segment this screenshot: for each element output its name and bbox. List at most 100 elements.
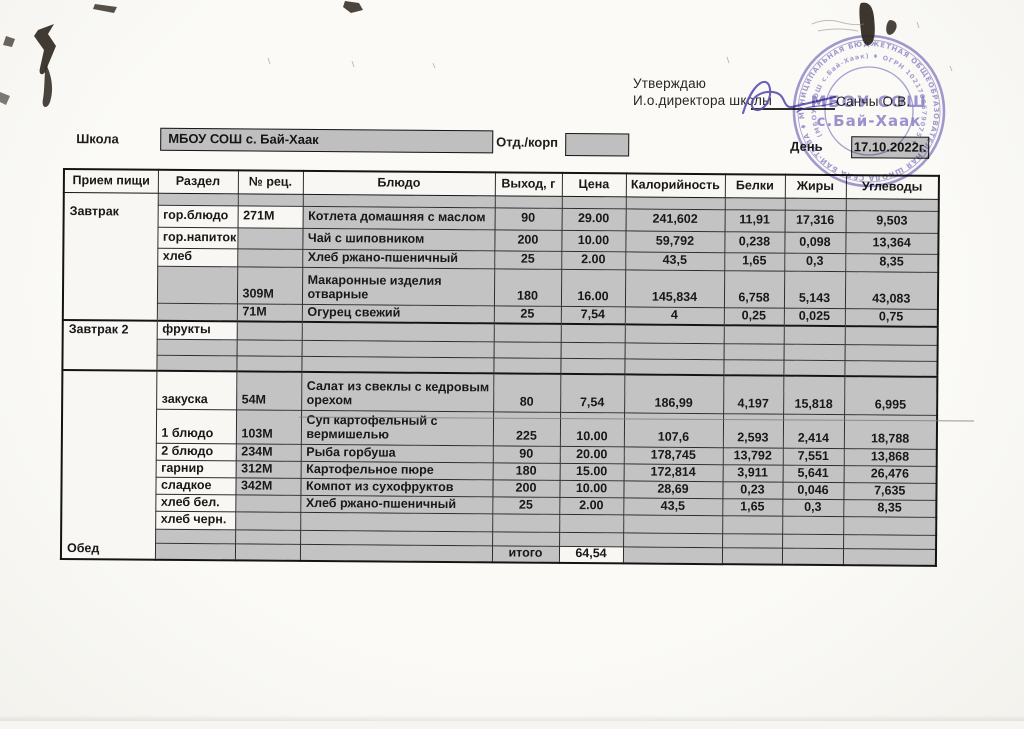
cell-fat [782, 516, 843, 534]
cell-cal: 178,745 [624, 446, 723, 464]
cell-carb: 7,635 [843, 482, 936, 500]
cell-rec: 309М [237, 266, 302, 304]
col-header-meal: Прием пищи [64, 169, 158, 193]
cell-price: 29.00 [562, 208, 626, 231]
cell-razdel [157, 339, 237, 356]
scan-bottom-shadow [0, 715, 1024, 721]
cell-fat: 5,143 [784, 271, 845, 308]
cell-price: 10.00 [559, 480, 623, 498]
cell-cal: 4 [625, 306, 724, 325]
cell-meal-breakfast2: Завтрак 2 [62, 320, 156, 371]
cell-razdel [156, 355, 236, 372]
cell-cal [623, 546, 722, 564]
cell-out [494, 323, 561, 342]
cell-out: 80 [493, 373, 560, 412]
cell-carb [843, 548, 936, 566]
cell-carb [846, 198, 939, 211]
cell-carb: 8,35 [845, 253, 938, 272]
cell-rec [236, 355, 301, 372]
col-header-price: Цена [562, 173, 626, 197]
cell-dish: Котлета домашняя с маслом [303, 206, 495, 230]
cell-dish: Картофельное пюре [301, 461, 493, 480]
cell-dish: Суп картофельный с вермишелью [301, 410, 493, 446]
cell-razdel [155, 529, 235, 544]
cell-out: 25 [492, 496, 559, 514]
cell-dish: Компот из сухофруктов [300, 478, 492, 497]
cell-price: 2.00 [561, 251, 625, 270]
cell-prot [725, 197, 785, 209]
cell-out: 225 [493, 411, 560, 446]
col-header-cal: Калорийность [626, 173, 725, 197]
cell-fat [785, 198, 846, 210]
cell-out: 25 [494, 250, 561, 269]
cell-out [494, 341, 561, 358]
cell-out: 180 [493, 462, 560, 480]
cell-razdel: гор.блюдо [158, 205, 238, 228]
cell-cal: 43,5 [623, 497, 722, 515]
day-field: 17.10.2022г. [851, 136, 929, 159]
cell-cal [626, 196, 725, 209]
cell-total-value: 64,54 [559, 546, 623, 564]
cell-rec [235, 543, 300, 561]
cell-prot: 6,758 [724, 270, 784, 307]
cell-dish [302, 322, 494, 342]
cell-prot: 0,23 [722, 481, 782, 498]
cell-prot: 4,197 [723, 375, 783, 413]
school-field-value: МБОУ СОШ с. Бай-Хаак [161, 129, 492, 152]
cell-fat: 15,818 [783, 376, 844, 414]
cell-prot: 0,238 [724, 231, 784, 252]
cell-price: 7,54 [561, 306, 625, 325]
cell-fat: 17,316 [785, 210, 846, 232]
cell-dish: Макаронные изделия отварные [302, 267, 494, 306]
cell-fat [784, 326, 845, 344]
cell-carb: 0,75 [845, 308, 938, 327]
cell-fat [782, 534, 843, 548]
cell-rec [237, 227, 302, 249]
cell-carb [843, 516, 936, 535]
cell-carb [845, 326, 938, 345]
cell-price: 15.00 [560, 463, 624, 481]
cell-razdel: фрукты [157, 321, 237, 340]
cell-rec [235, 529, 300, 544]
cell-dish: Чай с шиповником [302, 228, 494, 251]
cell-cal [625, 324, 724, 343]
cell-out: 180 [494, 268, 561, 306]
school-label: Школа [76, 131, 119, 146]
cell-cal: 241,602 [626, 208, 725, 231]
cell-price [561, 342, 625, 359]
cell-rec [235, 494, 300, 512]
col-header-razdel: Раздел [158, 170, 238, 194]
cell-prot: 1,65 [722, 498, 782, 515]
cell-razdel: хлеб бел. [155, 494, 235, 512]
cell-razdel: гор.напиток [157, 227, 237, 249]
day-label: День [790, 139, 823, 154]
cell-price: 10.00 [560, 412, 624, 447]
cell-razdel: хлеб [157, 248, 237, 267]
cell-meal-breakfast: Завтрак [63, 192, 158, 321]
cell-dish: Хлеб ржано-пшеничный [300, 495, 492, 514]
cell-dish [301, 356, 493, 374]
cell-price: 10.00 [561, 230, 625, 252]
cell-razdel: закуска [156, 371, 236, 410]
cell-cal [625, 342, 724, 359]
cell-rec: 342М [235, 477, 300, 495]
cell-razdel [158, 193, 238, 206]
cell-razdel: 2 блюдо [156, 443, 236, 461]
cell-prot [723, 359, 783, 375]
cell-cal [624, 358, 723, 375]
cell-fat [784, 344, 845, 360]
cell-rec [238, 193, 303, 206]
cell-prot [722, 533, 782, 547]
cell-carb: 13,364 [845, 232, 938, 254]
cell-price [560, 358, 624, 375]
cell-prot [722, 547, 782, 564]
cell-razdel [155, 543, 235, 561]
cell-cal: 59,792 [625, 230, 724, 252]
cell-rec: 103М [236, 409, 301, 444]
cell-cal: 43,5 [625, 251, 724, 270]
cell-prot: 0,25 [724, 307, 784, 325]
cell-out [492, 531, 559, 546]
cell-cal: 28,69 [623, 480, 722, 498]
cell-fat: 0,3 [782, 499, 843, 516]
